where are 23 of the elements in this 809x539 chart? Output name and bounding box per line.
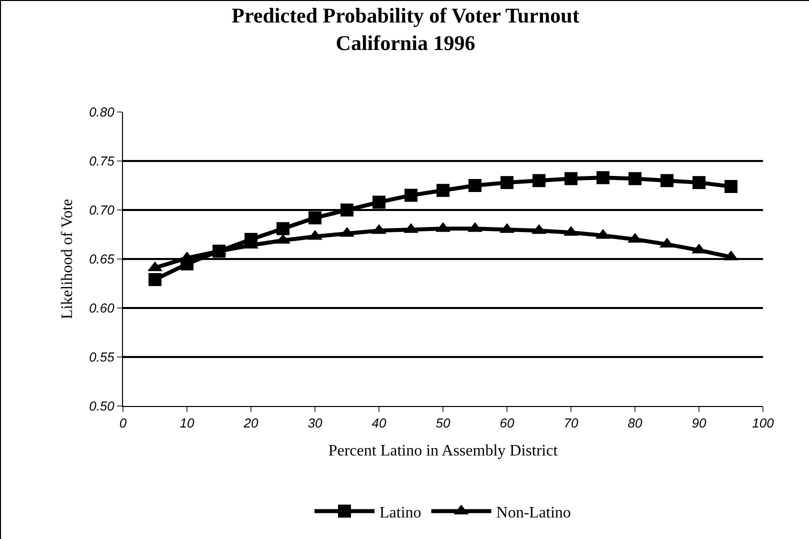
- y-tick-label: 0.55: [89, 350, 116, 365]
- x-tick-label: 50: [436, 416, 451, 431]
- y-tick-label: 0.60: [89, 300, 116, 316]
- x-tick-label: 0: [119, 416, 128, 431]
- x-tick-label: 60: [500, 416, 515, 431]
- y-tick-label: 0.75: [89, 154, 116, 169]
- y-axis-title: Likelihood of Vote: [58, 198, 76, 320]
- x-tick-label: 100: [752, 416, 775, 431]
- legend-label: Non-Latino: [496, 504, 571, 522]
- x-tick-label: 90: [692, 416, 707, 431]
- x-tick-label: 70: [564, 416, 579, 431]
- x-tick-label: 40: [372, 416, 387, 431]
- y-tick-label: 0.80: [89, 104, 116, 120]
- legend-label: Latino: [380, 504, 422, 522]
- x-axis-title: Percent Latino in Assembly District: [328, 442, 558, 460]
- y-tick-label: 0.70: [89, 202, 116, 218]
- x-tick-label: 20: [242, 416, 259, 431]
- x-tick-label: 80: [628, 416, 643, 431]
- x-tick-label: 10: [180, 416, 195, 431]
- y-tick-label: 0.50: [89, 398, 116, 414]
- x-tick-label: 30: [308, 416, 323, 431]
- y-tick-label: 0.65: [89, 252, 116, 267]
- chart-title: Predicted Probability of Voter Turnout California 1996: [232, 4, 580, 55]
